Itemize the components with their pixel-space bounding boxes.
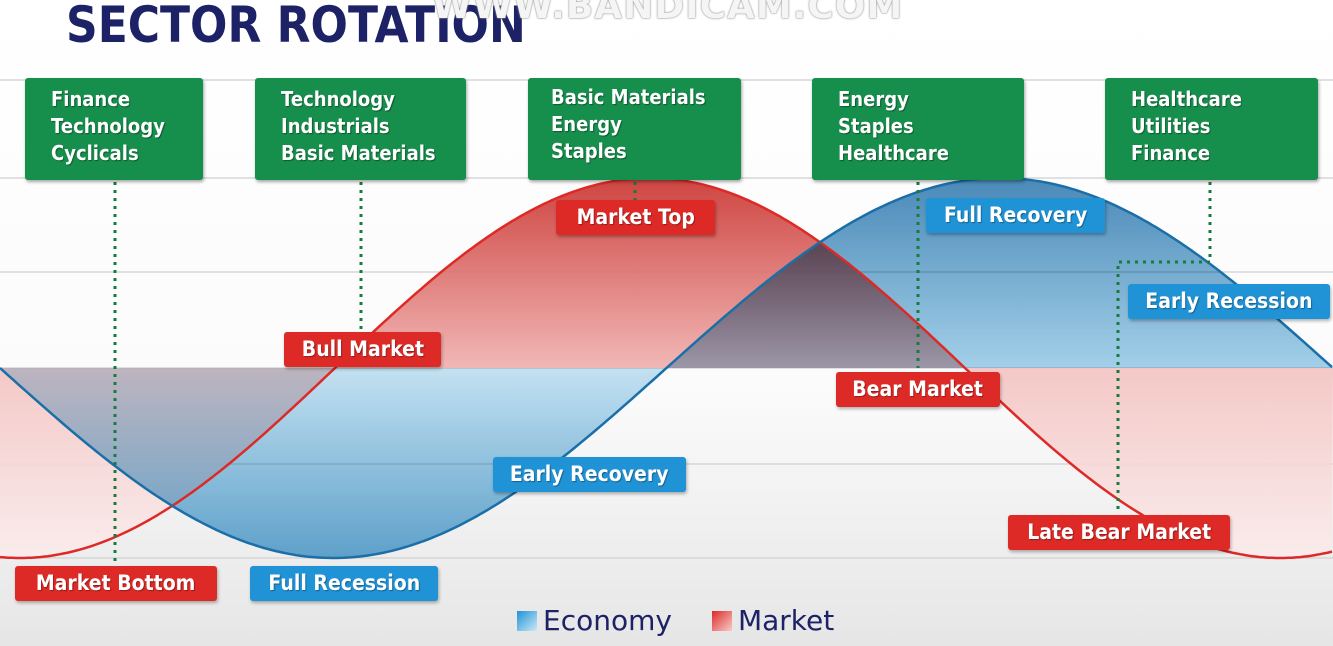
stage-early-recovery: Early Recovery [493, 457, 686, 492]
stage-bull-market: Bull Market [284, 332, 441, 367]
stage-late-bear-market: Late Bear Market [1008, 515, 1230, 550]
sector-label: Basic Materials [281, 141, 436, 165]
legend-swatch-market [711, 610, 732, 631]
economy-line [0, 176, 1333, 560]
stage-bear-market: Bear Market [836, 372, 1000, 407]
legend-swatch-economy [517, 610, 537, 631]
sector-label: Technology [281, 87, 395, 111]
page-title: SECTOR ROTATION [66, 0, 526, 54]
stage-early-recession: Early Recession [1128, 284, 1330, 319]
legend: Economy Market [517, 604, 834, 637]
sector-label: Industrials [281, 114, 390, 138]
stage-market-bottom: Market Bottom [15, 566, 217, 601]
sector-label: Staples [838, 114, 914, 138]
stage-market-top: Market Top [556, 200, 715, 235]
sector-label: Energy [838, 87, 909, 111]
sector-label: Utilities [1131, 114, 1211, 138]
sector-label: Technology [51, 114, 165, 138]
dotted-connector [1116, 182, 1212, 512]
stage-full-recovery: Full Recovery [926, 198, 1105, 233]
sector-label: Healthcare [838, 141, 949, 165]
sector-label: Staples [551, 139, 627, 163]
sector-box-late-bear-market: Healthcare Utilities Finance [1105, 78, 1318, 180]
legend-label-market: Market [737, 604, 835, 637]
sector-box-market-bottom: Finance Technology Cyclicals [25, 78, 203, 180]
watermark: WWW.BANDICAM.COM [432, 0, 904, 27]
sector-box-market-top: Basic Materials Energy Staples [528, 78, 741, 180]
legend-label-economy: Economy [543, 604, 672, 637]
sector-box-bull-market: Technology Industrials Basic Materials [255, 78, 466, 180]
sector-label: Healthcare [1131, 87, 1242, 111]
sector-label: Finance [51, 87, 131, 111]
sector-label: Basic Materials [551, 85, 706, 109]
sector-label: Finance [1131, 141, 1211, 165]
stage-full-recession: Full Recession [250, 566, 438, 601]
sector-box-bear-market: Energy Staples Healthcare [812, 78, 1024, 180]
sector-label: Cyclicals [51, 141, 139, 165]
sector-label: Energy [551, 112, 622, 136]
